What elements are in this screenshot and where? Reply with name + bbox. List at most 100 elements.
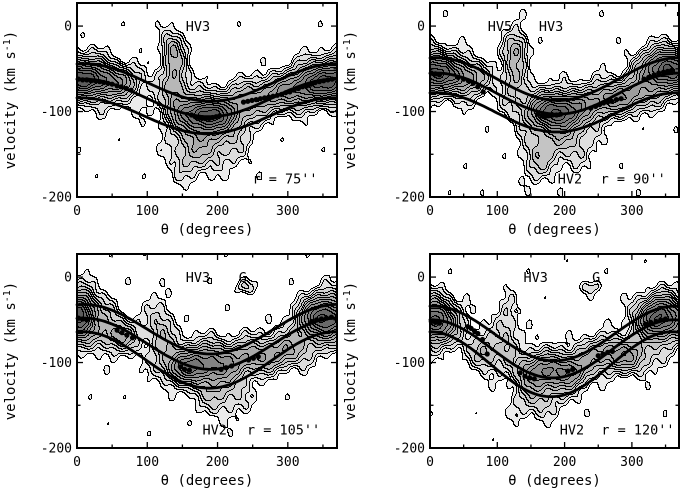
data-point bbox=[658, 317, 664, 323]
x-tick-label: 200 bbox=[206, 455, 229, 470]
data-point bbox=[480, 89, 486, 95]
data-point bbox=[461, 76, 467, 82]
data-point bbox=[128, 87, 134, 93]
data-point bbox=[570, 366, 576, 372]
y-tick-label: -100 bbox=[394, 356, 425, 371]
data-point bbox=[558, 111, 564, 117]
data-point bbox=[80, 77, 86, 83]
plot-frame bbox=[76, 2, 338, 198]
panel-overlay: 0 100 200 300 0 -100 -200 θ (degrees) velocity (… bbox=[342, 2, 680, 238]
data-point bbox=[291, 87, 297, 93]
data-point bbox=[600, 351, 606, 357]
annotation-g: G bbox=[592, 270, 600, 286]
data-point bbox=[295, 85, 301, 92]
data-point bbox=[84, 77, 90, 83]
data-point bbox=[597, 102, 603, 108]
data-point bbox=[535, 111, 541, 117]
data-point bbox=[255, 354, 261, 360]
data-point bbox=[119, 330, 125, 336]
data-point bbox=[641, 76, 647, 82]
x-tick-label: 300 bbox=[276, 204, 299, 219]
y-tick-label: -200 bbox=[394, 191, 425, 206]
data-point bbox=[118, 84, 124, 90]
rotation-curve-upper bbox=[428, 304, 680, 363]
data-point bbox=[308, 81, 314, 87]
data-point bbox=[653, 318, 659, 325]
panel-overlay: 0 100 200 300 0 -100 -200 θ (degrees) velocity (… bbox=[342, 253, 680, 489]
annotation-r-105-: r = 105'' bbox=[247, 422, 320, 438]
data-point bbox=[245, 98, 251, 104]
data-point bbox=[669, 67, 675, 74]
plot-frame bbox=[76, 253, 338, 449]
data-point bbox=[545, 113, 551, 119]
data-point bbox=[250, 355, 256, 361]
data-point bbox=[253, 97, 259, 103]
data-point bbox=[605, 99, 611, 105]
data-point bbox=[665, 68, 671, 74]
y-tick-label: 0 bbox=[417, 271, 425, 286]
plot-frame bbox=[429, 253, 680, 449]
y-axis-label: velocity (km s-1) bbox=[342, 31, 359, 170]
data-point bbox=[114, 327, 120, 333]
data-point bbox=[318, 316, 325, 322]
data-point bbox=[101, 79, 107, 86]
x-axis-label: θ (degrees) bbox=[508, 473, 601, 489]
panel-overlay: 0 100 200 300 0 -100 -200 θ (degrees) velocity (… bbox=[2, 2, 338, 238]
data-point bbox=[129, 335, 136, 341]
contour-map bbox=[77, 254, 337, 448]
rotation-curve-lower bbox=[75, 96, 337, 136]
annotation-hv2: HV2 bbox=[560, 422, 584, 438]
data-point bbox=[432, 319, 438, 325]
annotation-hv3: HV3 bbox=[186, 270, 210, 286]
data-point bbox=[479, 336, 486, 343]
data-point bbox=[432, 71, 438, 77]
rotation-curve-mid bbox=[75, 316, 337, 371]
x-tick-label: 300 bbox=[620, 204, 643, 219]
rotation-curve-upper bbox=[75, 62, 337, 103]
data-point bbox=[593, 103, 599, 109]
data-point bbox=[475, 330, 481, 337]
annotation-hv3: HV3 bbox=[524, 270, 548, 286]
x-tick-label: 200 bbox=[206, 204, 229, 219]
data-point bbox=[88, 78, 94, 84]
annotation-hv3: HV3 bbox=[539, 19, 563, 35]
data-point bbox=[283, 90, 289, 96]
rotation-curve-lower bbox=[428, 330, 680, 399]
data-point bbox=[266, 94, 272, 100]
data-point bbox=[84, 317, 90, 323]
data-point bbox=[642, 321, 648, 327]
data-point bbox=[321, 78, 327, 84]
data-point bbox=[177, 364, 183, 370]
annotation-hv2: HV2 bbox=[558, 171, 582, 187]
panel-r75: 0 100 200 300 0 -100 -200 θ (degrees) velocity (… bbox=[0, 0, 342, 251]
data-point bbox=[517, 370, 523, 376]
data-point bbox=[249, 97, 255, 103]
x-tick-label: 100 bbox=[136, 204, 159, 219]
y-tick-label: -200 bbox=[394, 442, 425, 457]
data-point bbox=[465, 78, 471, 84]
y-tick-label: 0 bbox=[417, 20, 425, 35]
data-point bbox=[648, 319, 654, 325]
x-tick-label: 300 bbox=[620, 455, 643, 470]
data-point bbox=[470, 80, 476, 86]
data-point bbox=[262, 95, 268, 101]
data-point bbox=[109, 81, 115, 87]
data-point bbox=[304, 83, 310, 89]
x-tick-label: 0 bbox=[73, 204, 81, 219]
data-point bbox=[475, 84, 481, 90]
y-tick-label: -100 bbox=[41, 105, 72, 120]
data-point bbox=[553, 112, 560, 118]
data-point bbox=[660, 69, 667, 75]
data-point bbox=[270, 93, 276, 99]
x-tick-label: 200 bbox=[553, 455, 576, 470]
y-axis-label: velocity (km s-1) bbox=[2, 31, 19, 170]
x-axis-label: θ (degrees) bbox=[161, 222, 254, 238]
data-point bbox=[531, 376, 537, 382]
data-point bbox=[656, 70, 662, 76]
data-point bbox=[601, 100, 607, 106]
data-point bbox=[278, 91, 285, 97]
data-point bbox=[609, 98, 615, 104]
rotation-curve-upper bbox=[428, 56, 680, 102]
data-point bbox=[312, 79, 318, 86]
